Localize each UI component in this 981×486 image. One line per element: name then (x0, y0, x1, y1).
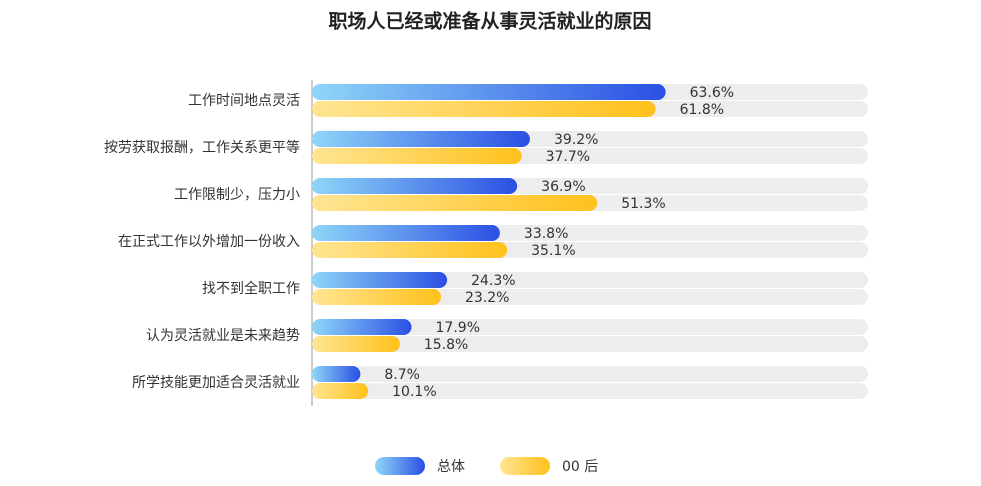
bar (312, 195, 598, 211)
bar (312, 84, 666, 100)
bar (312, 242, 508, 258)
category-label: 找不到全职工作 (202, 280, 300, 297)
legend-swatch (500, 457, 550, 475)
category-label: 按劳获取报酬，工作关系更平等 (104, 139, 300, 156)
value-label: 8.7% (384, 367, 420, 383)
category-label: 在正式工作以外增加一份收入 (118, 234, 300, 250)
bar (312, 131, 530, 147)
value-label: 24.3% (471, 273, 515, 289)
bar-track (312, 336, 868, 352)
bar-track (312, 272, 868, 288)
bar (312, 148, 522, 164)
value-label: 35.1% (531, 243, 575, 259)
bar (312, 178, 518, 194)
bar (312, 366, 361, 382)
value-label: 15.8% (424, 337, 468, 353)
category-label: 工作时间地点灵活 (188, 93, 300, 109)
chart-title: 职场人已经或准备从事灵活就业的原因 (328, 10, 651, 33)
bar (312, 289, 441, 305)
value-label: 23.2% (465, 290, 509, 306)
value-label: 10.1% (392, 384, 436, 400)
value-label: 36.9% (541, 179, 585, 195)
bar (312, 272, 448, 288)
legend-swatch (375, 457, 425, 475)
bar-track (312, 383, 868, 399)
value-label: 39.2% (554, 132, 598, 148)
value-label: 61.8% (680, 102, 724, 118)
value-label: 63.6% (690, 85, 734, 101)
value-label: 37.7% (546, 149, 590, 165)
category-label: 工作限制少，压力小 (174, 187, 300, 203)
category-label: 认为灵活就业是未来趋势 (146, 328, 300, 344)
bar (312, 336, 400, 352)
bar-track (312, 289, 868, 305)
bar (312, 383, 369, 399)
bar-track (312, 319, 868, 335)
legend-label: 总体 (437, 459, 465, 475)
value-label: 51.3% (621, 196, 665, 212)
bar (312, 101, 656, 117)
bar-track (312, 366, 868, 382)
legend-label: 00 后 (562, 459, 598, 475)
bar (312, 319, 412, 335)
bar (312, 225, 500, 241)
category-label: 所学技能更加适合灵活就业 (132, 375, 300, 391)
value-label: 17.9% (436, 320, 480, 336)
value-label: 33.8% (524, 226, 568, 242)
